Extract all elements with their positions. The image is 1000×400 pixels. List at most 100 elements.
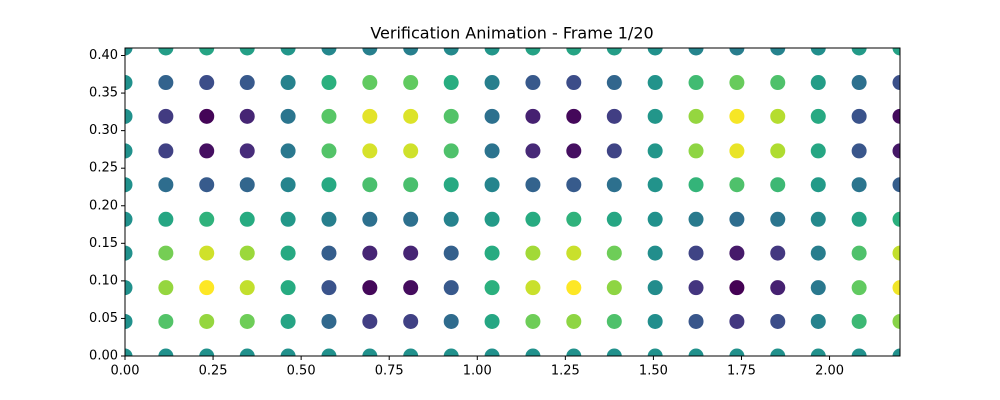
point (770, 280, 786, 296)
point (729, 75, 745, 91)
point (525, 108, 541, 124)
point (403, 245, 419, 261)
point (239, 177, 255, 193)
point (647, 313, 663, 329)
x-tick-label: 1.75 (727, 364, 756, 379)
point (443, 348, 459, 356)
point (810, 177, 826, 193)
point (158, 211, 174, 227)
point (280, 177, 296, 193)
point (125, 211, 133, 227)
point (158, 177, 174, 193)
point (810, 245, 826, 261)
point (321, 245, 337, 261)
point (280, 313, 296, 329)
point (647, 348, 663, 356)
point (606, 280, 622, 296)
point (566, 245, 582, 261)
point (199, 348, 215, 356)
point (851, 108, 867, 124)
point (810, 348, 826, 356)
point (484, 143, 500, 159)
point (525, 177, 541, 193)
point (688, 348, 704, 356)
point (566, 143, 582, 159)
point (443, 177, 459, 193)
point (810, 143, 826, 159)
axes-frame (124, 47, 901, 357)
point (280, 108, 296, 124)
point (158, 245, 174, 261)
point (403, 75, 419, 91)
point (566, 211, 582, 227)
point (484, 245, 500, 261)
point (199, 245, 215, 261)
point (125, 177, 133, 193)
point (647, 108, 663, 124)
point (688, 108, 704, 124)
point (125, 48, 133, 56)
point (158, 313, 174, 329)
point (125, 245, 133, 261)
point (606, 75, 622, 91)
point (158, 348, 174, 356)
point (729, 245, 745, 261)
point (321, 108, 337, 124)
y-tick-label: 0.30 (89, 123, 118, 138)
axes: 0.00 0.25 0.50 0.75 1.00 1.25 1.50 1.75 2.00 0.00… (89, 47, 901, 379)
x-tick-label: 2.00 (815, 364, 844, 379)
point (729, 211, 745, 227)
point (362, 348, 378, 356)
point (729, 177, 745, 193)
point (892, 108, 900, 124)
point (566, 75, 582, 91)
point (321, 348, 337, 356)
point (443, 313, 459, 329)
point (851, 245, 867, 261)
point (566, 348, 582, 356)
point (321, 211, 337, 227)
point (321, 48, 337, 56)
point (688, 75, 704, 91)
y-tick-label: 0.10 (89, 273, 118, 288)
point (647, 211, 663, 227)
point (770, 108, 786, 124)
point (525, 75, 541, 91)
point (729, 143, 745, 159)
point (566, 177, 582, 193)
point (892, 280, 900, 296)
point (280, 211, 296, 227)
point (647, 48, 663, 56)
point (525, 313, 541, 329)
point (688, 48, 704, 56)
point (280, 48, 296, 56)
point (484, 177, 500, 193)
point (892, 143, 900, 159)
point (606, 211, 622, 227)
point (770, 48, 786, 56)
point (403, 313, 419, 329)
point (239, 48, 255, 56)
point (158, 143, 174, 159)
point (484, 313, 500, 329)
x-tick-label: 1.50 (639, 364, 668, 379)
point (770, 75, 786, 91)
point (280, 143, 296, 159)
point (199, 75, 215, 91)
point (810, 108, 826, 124)
point (125, 75, 133, 91)
point (443, 48, 459, 56)
point (606, 177, 622, 193)
point (443, 280, 459, 296)
point (688, 245, 704, 261)
y-tick-label: 0.20 (89, 198, 118, 213)
point (770, 211, 786, 227)
point (158, 280, 174, 296)
point (403, 211, 419, 227)
point (729, 280, 745, 296)
point (647, 75, 663, 91)
point (199, 177, 215, 193)
plot-area (125, 48, 900, 356)
point (125, 143, 133, 159)
point (851, 75, 867, 91)
